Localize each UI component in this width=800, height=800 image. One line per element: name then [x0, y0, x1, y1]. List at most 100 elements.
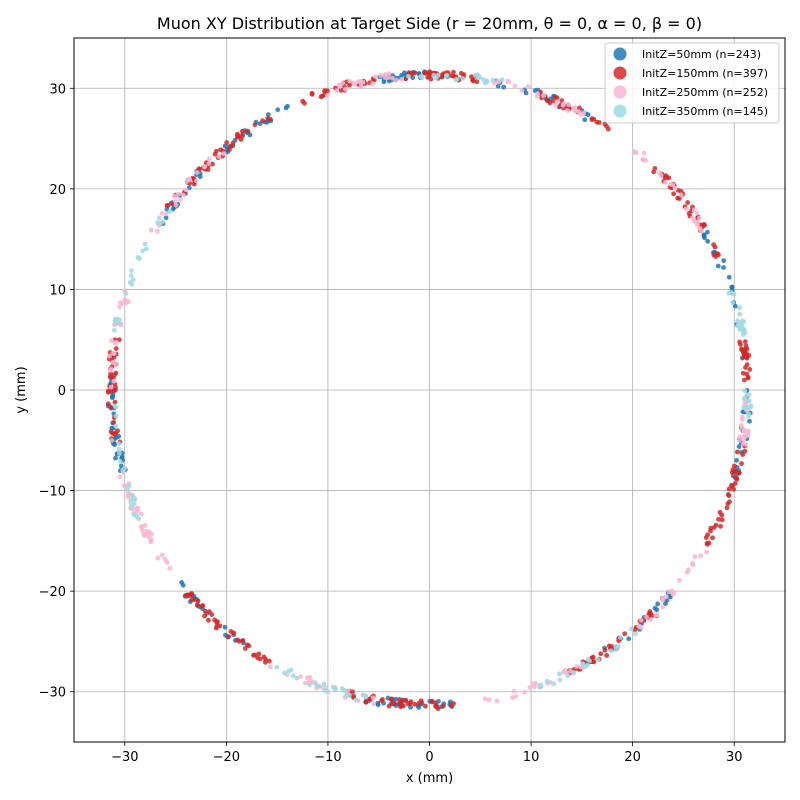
- data-point: [197, 174, 203, 180]
- data-point: [649, 613, 655, 619]
- data-point: [660, 604, 666, 610]
- data-point: [490, 77, 496, 83]
- data-point: [337, 83, 343, 89]
- data-point: [670, 182, 676, 188]
- data-point: [178, 197, 183, 203]
- data-point: [743, 343, 749, 349]
- data-point: [648, 617, 654, 623]
- data-point: [155, 555, 161, 561]
- data-point: [373, 74, 378, 80]
- data-point: [694, 210, 700, 216]
- data-point: [684, 569, 690, 575]
- data-point: [330, 684, 336, 690]
- data-point: [527, 685, 533, 690]
- data-point: [482, 696, 488, 702]
- data-point: [218, 147, 224, 153]
- data-point: [242, 646, 248, 651]
- data-point: [406, 73, 411, 79]
- data-point: [745, 375, 751, 381]
- data-point: [112, 442, 118, 447]
- data-point: [393, 77, 399, 83]
- data-point: [202, 613, 207, 619]
- data-point: [538, 682, 543, 688]
- data-point: [565, 673, 571, 679]
- data-point: [110, 350, 116, 356]
- data-point: [111, 420, 117, 425]
- data-point: [213, 625, 219, 631]
- data-point: [736, 470, 742, 476]
- data-point: [111, 327, 117, 333]
- data-point: [629, 626, 634, 632]
- data-point: [544, 678, 550, 684]
- data-point: [519, 88, 525, 93]
- data-point: [429, 698, 435, 704]
- data-point: [160, 219, 165, 225]
- data-point: [236, 638, 242, 644]
- data-point: [736, 444, 742, 449]
- x-tick-label: 20: [624, 750, 641, 765]
- data-point: [740, 370, 746, 376]
- data-point: [187, 176, 192, 182]
- data-point: [194, 170, 200, 175]
- legend-label: InitZ=50mm (n=243): [642, 48, 761, 61]
- data-point: [117, 474, 123, 480]
- data-point: [386, 703, 392, 709]
- data-point: [718, 523, 723, 529]
- data-points: [105, 69, 754, 712]
- data-point: [131, 501, 137, 507]
- data-point: [499, 77, 505, 83]
- data-point: [482, 80, 488, 86]
- data-point: [206, 161, 212, 166]
- data-point: [713, 522, 719, 528]
- data-point: [334, 88, 340, 94]
- data-point: [726, 486, 732, 492]
- data-point: [324, 92, 330, 98]
- data-point: [513, 694, 519, 699]
- data-point: [128, 497, 134, 503]
- data-point: [691, 207, 697, 213]
- data-point: [416, 705, 422, 710]
- data-point: [159, 211, 165, 216]
- data-point: [246, 643, 252, 649]
- data-point: [309, 90, 315, 96]
- data-point: [729, 284, 735, 290]
- data-point: [501, 84, 507, 90]
- data-point: [525, 84, 531, 89]
- data-point: [371, 701, 376, 707]
- data-point: [352, 82, 358, 87]
- data-point: [734, 476, 740, 482]
- data-point: [183, 187, 189, 193]
- data-point: [159, 552, 165, 558]
- data-point: [741, 377, 747, 383]
- data-point: [294, 675, 300, 681]
- grid: [74, 38, 785, 742]
- data-point: [107, 353, 112, 359]
- data-point: [740, 328, 746, 334]
- data-point: [486, 697, 492, 703]
- data-point: [547, 100, 553, 106]
- data-point: [108, 404, 114, 410]
- data-point: [422, 70, 428, 76]
- data-point: [617, 635, 623, 640]
- data-point: [741, 436, 747, 442]
- data-point: [406, 70, 412, 76]
- data-point: [710, 535, 715, 541]
- data-point: [696, 215, 702, 221]
- data-point: [290, 673, 296, 679]
- data-point: [129, 492, 135, 498]
- data-point: [451, 69, 456, 75]
- data-point: [697, 225, 703, 231]
- data-point: [602, 647, 608, 653]
- data-point: [117, 304, 122, 310]
- data-point: [747, 366, 753, 372]
- data-point: [117, 459, 123, 464]
- data-point: [742, 339, 748, 345]
- legend-label: InitZ=350mm (n=145): [642, 105, 768, 118]
- data-point: [300, 98, 306, 104]
- data-point: [731, 291, 737, 297]
- data-point: [156, 215, 162, 221]
- data-point: [138, 524, 144, 530]
- data-point: [179, 580, 185, 585]
- data-point: [386, 78, 392, 84]
